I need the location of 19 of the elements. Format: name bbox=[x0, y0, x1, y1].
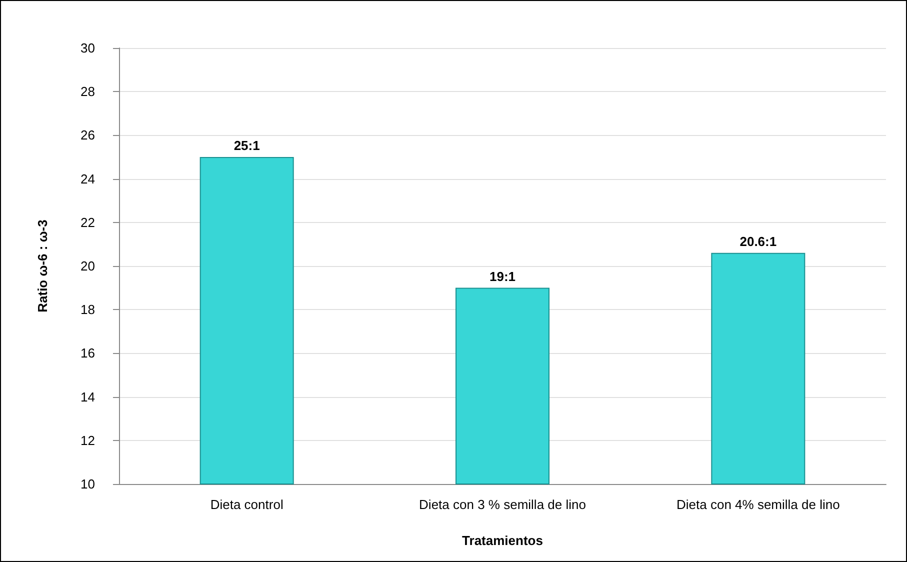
x-axis-title: Tratamientos bbox=[462, 533, 543, 548]
y-tick-label: 16 bbox=[80, 346, 95, 361]
y-tick-label: 26 bbox=[80, 128, 95, 143]
y-tick-label: 12 bbox=[80, 432, 95, 448]
y-axis-title: Ratio ω-6 : ω-3 bbox=[35, 220, 50, 312]
y-tick-label: 18 bbox=[80, 302, 95, 318]
x-tick-label: Dieta con 4% semilla de lino bbox=[676, 497, 840, 512]
y-tick-label: 30 bbox=[80, 40, 95, 56]
y-tick-label: 14 bbox=[80, 389, 95, 404]
data-label: 20.6:1 bbox=[740, 234, 777, 249]
x-tick-label: Dieta control bbox=[210, 497, 284, 512]
x-tick-label: Dieta con 3 % semilla de lino bbox=[419, 497, 586, 512]
data-label: 19:1 bbox=[489, 268, 516, 284]
y-tick-label: 20 bbox=[80, 258, 95, 274]
y-tick-label: 24 bbox=[80, 171, 95, 186]
data-label: 25:1 bbox=[234, 138, 260, 153]
y-tick-label: 28 bbox=[80, 84, 95, 100]
y-tick-label: 10 bbox=[80, 476, 95, 492]
y-tick-label: 22 bbox=[80, 214, 95, 230]
